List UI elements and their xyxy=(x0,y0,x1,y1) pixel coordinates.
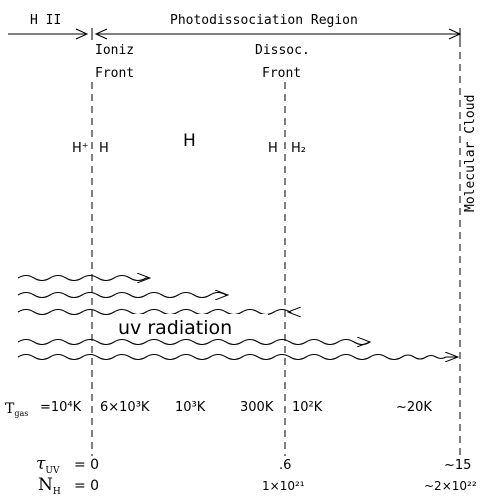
ioniz-front-label-1: Ioniz xyxy=(95,43,134,58)
species-h-plus: H⁺ xyxy=(72,141,89,156)
uv-radiation-label: uv radiation xyxy=(118,317,232,339)
nh-label: NH xyxy=(38,475,61,497)
nh-eq-value: = 0 xyxy=(74,478,99,494)
temp-ioniz-front: 6×10³K xyxy=(100,400,150,415)
region-scale-arrows xyxy=(8,28,462,40)
molecular-cloud-label: Molecular Cloud xyxy=(463,95,478,212)
species-h-left: H xyxy=(99,141,109,156)
nh-cloud-value: ~2×10²² xyxy=(424,479,477,493)
uv-wave-5 xyxy=(17,355,458,360)
tau-uv-eq-value: = 0 xyxy=(74,457,99,473)
uv-radiation-waves xyxy=(17,276,458,360)
hii-region-label: H II xyxy=(30,13,61,28)
temp-cloud: ~20K xyxy=(396,400,432,415)
dissoc-front-label-2: Front xyxy=(262,66,301,81)
temp-dissoc-right: 10²K xyxy=(292,400,323,415)
nh-dissoc-value: 1×10²¹ xyxy=(262,479,305,493)
ioniz-front-label-2: Front xyxy=(95,66,134,81)
uv-label-backing xyxy=(112,314,268,338)
tgas-label: Tgas xyxy=(5,401,28,418)
species-h-center: H xyxy=(183,131,196,151)
dissoc-front-label-1: Dissoc. xyxy=(255,43,310,58)
species-h2: H₂ xyxy=(291,141,306,156)
tau-uv-dissoc-value: .6 xyxy=(279,458,291,473)
temp-hii: =10⁴K xyxy=(40,400,82,415)
tau-uv-cloud-value: ~15 xyxy=(444,458,471,473)
uv-wave-1 xyxy=(17,276,150,281)
temp-dissoc-left: 300K xyxy=(240,400,274,415)
tau-uv-label: τUV xyxy=(36,454,60,476)
species-h-right: H xyxy=(268,141,278,156)
uv-wave-4 xyxy=(17,338,370,345)
pdr-region-label: Photodissociation Region xyxy=(170,13,358,28)
uv-wave-2 xyxy=(17,293,228,298)
temp-atomic: 10³K xyxy=(175,400,206,415)
uv-wave-3 xyxy=(17,310,290,315)
